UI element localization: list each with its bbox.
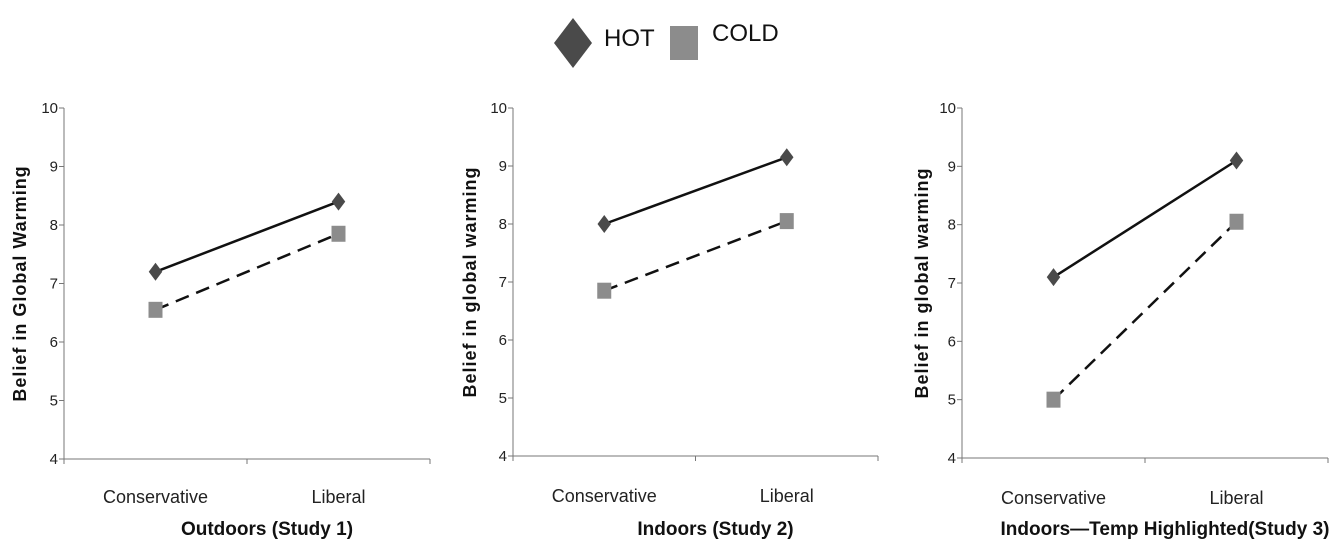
data-point-cold [597, 282, 612, 299]
data-point-hot [1046, 268, 1061, 287]
y-tick-label: 10 [490, 100, 507, 117]
y-tick-label: 5 [948, 392, 956, 409]
legend-cold-label: COLD [712, 20, 779, 47]
y-axis-label: Belief in Global Warming [10, 165, 30, 401]
data-point-cold [1046, 391, 1061, 408]
x-category-label: Liberal [1209, 488, 1263, 508]
chart-panels: 4 5 6 7 8 9 10 Conservative Liberal Outdoors (Stu… [10, 100, 1329, 540]
y-tick-label: 9 [499, 158, 507, 175]
x-category-label: Liberal [311, 487, 365, 507]
data-point-hot [148, 262, 163, 281]
data-point-cold [148, 301, 163, 318]
y-tick-label: 9 [948, 158, 956, 175]
y-tick-label: 6 [50, 334, 58, 351]
data-point-hot [597, 215, 611, 233]
data-point-cold [331, 225, 346, 242]
y-axis-label: Belief in global warming [912, 167, 932, 398]
panel-title: Outdoors (Study 1) [181, 519, 353, 540]
x-category-label: Conservative [103, 487, 208, 507]
legend-cold-square-marker [670, 26, 698, 60]
y-tick-label: 7 [499, 274, 507, 291]
y-tick-label: 4 [499, 448, 507, 465]
y-tick-label: 4 [948, 450, 956, 467]
chart-panel-2: 4 5 6 7 8 9 10 Conservative Liberal Indoors (Stud… [460, 100, 879, 540]
y-tick-label: 5 [50, 393, 58, 410]
y-tick-label: 6 [948, 333, 956, 350]
y-tick-label: 8 [499, 216, 507, 233]
series-line-hot [1052, 159, 1238, 279]
x-category-label: Conservative [552, 486, 657, 506]
x-category-label: Conservative [1001, 488, 1106, 508]
y-tick-label: 4 [50, 451, 58, 468]
y-tick-label: 9 [50, 159, 58, 176]
chart-panel-1: 4 5 6 7 8 9 10 Conservative Liberal Outdoors (Stu… [10, 100, 431, 540]
y-tick-label: 7 [50, 276, 58, 293]
data-point-cold [779, 213, 794, 230]
y-tick-label: 5 [499, 390, 507, 407]
y-axis-label: Belief in global warming [460, 166, 480, 397]
data-point-hot [331, 192, 346, 211]
legend-hot-label: HOT [604, 25, 655, 52]
y-tick-label: 10 [41, 100, 58, 117]
panel-title: Indoors—Temp Highlighted(Study 3) [1001, 519, 1330, 540]
series-line-cold [1052, 220, 1238, 401]
y-tick-label: 8 [948, 217, 956, 234]
y-tick-label: 8 [50, 217, 58, 234]
chart-panel-3: 4 5 6 7 8 9 10 Conservative Liberal Indoors—Temp … [912, 100, 1329, 540]
panel-title: Indoors (Study 2) [637, 519, 793, 540]
series-line-cold [155, 232, 339, 311]
series-line-hot [155, 200, 339, 273]
data-point-hot [780, 148, 794, 167]
y-tick-label: 10 [939, 100, 956, 117]
x-category-label: Liberal [760, 486, 814, 506]
y-tick-label: 6 [499, 332, 507, 349]
legend: HOT COLD [554, 18, 779, 68]
series-line-hot [603, 156, 788, 226]
data-point-cold [1229, 213, 1244, 230]
data-point-hot [1229, 151, 1244, 170]
y-tick-label: 7 [948, 275, 956, 292]
legend-hot-diamond-marker [554, 18, 592, 68]
series-line-cold [603, 219, 788, 292]
